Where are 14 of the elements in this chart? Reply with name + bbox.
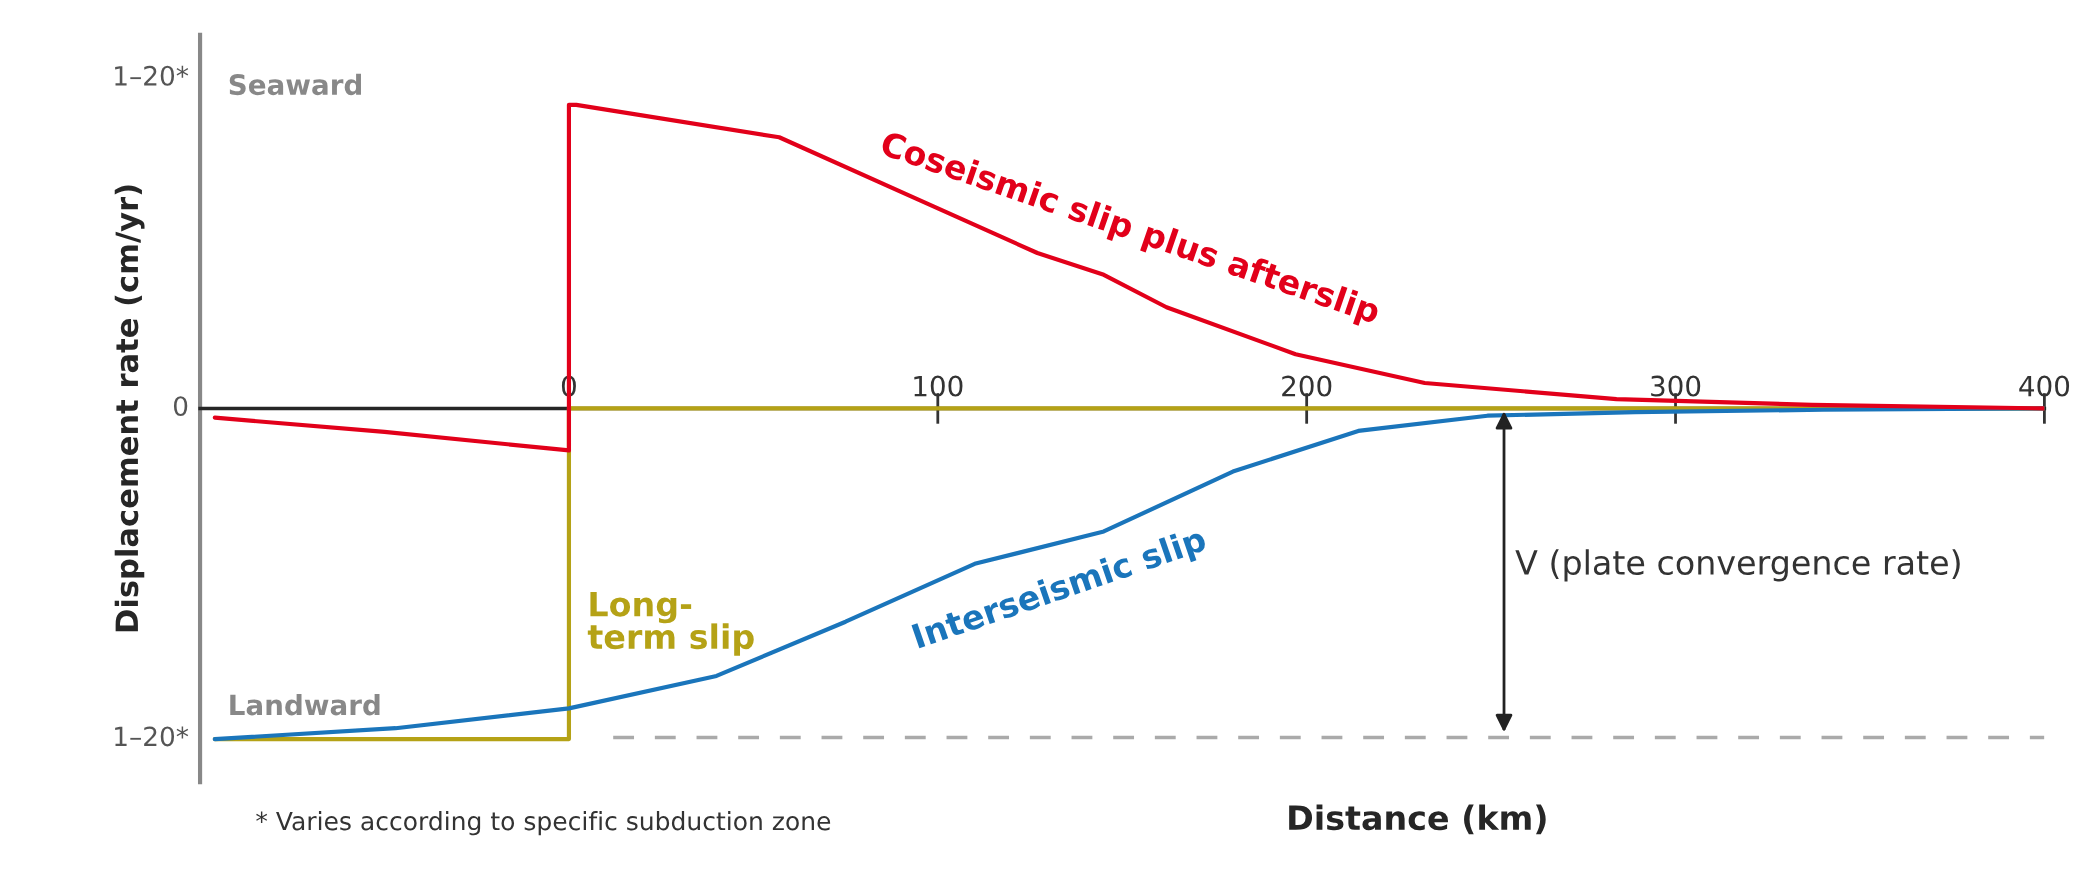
x-tick-label: 400 bbox=[2019, 375, 2070, 397]
annotation: Landward bbox=[230, 693, 380, 716]
x-tick-label: 200 bbox=[1282, 375, 1332, 397]
x-axis-title: Distance (km) bbox=[1289, 804, 1546, 835]
text: 1–20* bbox=[115, 65, 189, 86]
series-label: Long- term slip bbox=[587, 591, 754, 656]
x-tick-label: 100 bbox=[914, 375, 963, 397]
text: * Varies according to specific subduction zone bbox=[256, 811, 831, 836]
text: 1–20* bbox=[115, 726, 189, 747]
annotation: V (plate convergence rate) bbox=[1515, 549, 1960, 582]
x-tick-label: 300 bbox=[1651, 375, 1701, 397]
text: Seaward bbox=[229, 73, 361, 96]
text: 0 bbox=[173, 396, 188, 417]
y-axis-title: Displacement rate (cm/yr) bbox=[114, 185, 145, 632]
